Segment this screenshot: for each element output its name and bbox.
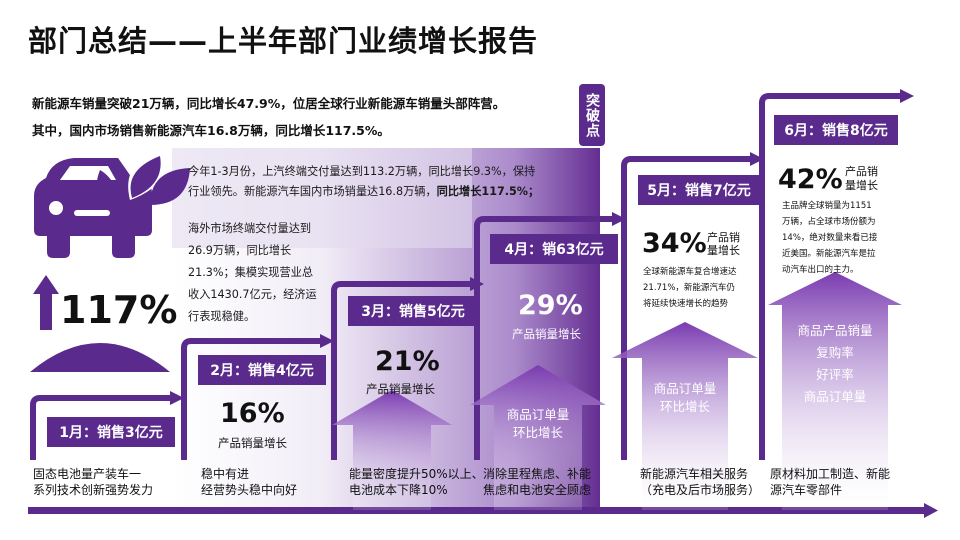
month-2-label: 2月：销售4亿元 bbox=[198, 355, 326, 385]
big-stat: 117% bbox=[60, 288, 178, 332]
month-3-pct: 21% bbox=[375, 346, 440, 377]
arrow-up-5 bbox=[612, 322, 758, 510]
month-2-footer: 稳中有进 经营势头稳中向好 bbox=[201, 467, 298, 497]
month-4-arrow-text: 商品订单量 环比增长 bbox=[506, 407, 570, 440]
month-6-footer: 原材料加工制造、新能 源汽车零部件 bbox=[770, 467, 891, 497]
staircase-arrowheads bbox=[170, 89, 914, 405]
month-5-label: 5月：销售7亿元 bbox=[638, 175, 760, 205]
month-5-footer: 新能源汽车相关服务 （充电及后市场服务） bbox=[640, 467, 761, 497]
month-5-pct: 34% bbox=[642, 228, 707, 259]
page-title: 部门总结——上半年部门业绩增长报告 bbox=[28, 24, 539, 58]
month-4-footer: 消除里程焦虑、补能 焦虑和电池安全顾虑 bbox=[483, 467, 592, 497]
month-3-pct-label: 产品销量增长 bbox=[366, 382, 435, 396]
month-6-note: 主品牌全球销量为1151 万辆，占全球市场份额为 14%，绝对数量来看已接 近美… bbox=[782, 201, 878, 275]
summary-paragraph-1: 今年1-3月份，上汽终端交付量达到113.2万辆，同比增长9.3%，保持 行业领… bbox=[188, 162, 588, 202]
intro-line-2: 其中，国内市场销售新能源汽车16.8万辆，同比增长117.5%。 bbox=[32, 123, 390, 138]
summary-paragraph-2: 海外市场终端交付量达到 26.9万辆，同比增长 21.3%；集模实现营业总 收入… bbox=[188, 222, 317, 323]
month-5-arrow-text: 商品订单量 环比增长 bbox=[653, 381, 717, 414]
month-6-label: 6月：销售8亿元 bbox=[774, 115, 898, 145]
month-6-pct-label: 产品销 量增长 bbox=[845, 165, 878, 192]
month-2-pct-label: 产品销量增长 bbox=[218, 436, 287, 450]
breakthrough-tag: 突破点 bbox=[579, 84, 605, 146]
summary-highlight: 同比增长117.5%； bbox=[436, 185, 540, 198]
up-arrow-icon bbox=[33, 275, 59, 330]
month-5-pct-label: 产品销 量增长 bbox=[707, 231, 740, 257]
car-leaf-icon bbox=[34, 150, 190, 258]
stat-arc bbox=[30, 343, 170, 372]
month-4-pct: 29% bbox=[518, 290, 583, 321]
staircase-lines bbox=[30, 93, 900, 460]
summary-p1-line1: 今年1-3月份，上汽终端交付量达到113.2万辆，同比增长9.3%，保持 bbox=[188, 165, 536, 178]
month-4-pct-label: 产品销量增长 bbox=[512, 327, 581, 341]
month-1-label: 1月：销售3亿元 bbox=[47, 417, 175, 447]
month-4-label: 4月：销63亿元 bbox=[490, 234, 618, 264]
summary-panel bbox=[172, 148, 472, 248]
summary-p1-line2: 行业领先。新能源汽车国内市场销量达16.8万辆，同比增长117.5%； bbox=[188, 185, 540, 198]
month-6-arrow-text: 商品产品销量 复购率 好评率 商品订单量 bbox=[797, 323, 873, 404]
month-3-label: 3月：销售5亿元 bbox=[348, 296, 478, 326]
arrow-up-3 bbox=[332, 390, 452, 510]
intro-line-1: 新能源车销量突破21万辆，同比增长47.9%，位居全球行业新能源车销量头部阵营。 bbox=[32, 96, 506, 111]
month-5-note: 全球新能源车复合增速达 21.71%，新能源汽车仍 将延续快速增长的趋势 bbox=[643, 267, 737, 309]
month-1-footer: 固态电池量产装车一 系列技术创新强势发力 bbox=[33, 467, 154, 497]
month-6-pct: 42% bbox=[778, 164, 843, 195]
month-3-footer: 能量密度提升50%以上、 电池成本下降10% bbox=[349, 467, 484, 497]
arrow-up-6 bbox=[768, 272, 902, 510]
month-2-pct: 16% bbox=[220, 398, 285, 429]
baseline-arrow bbox=[28, 503, 938, 518]
arrow-up-4 bbox=[470, 365, 606, 510]
